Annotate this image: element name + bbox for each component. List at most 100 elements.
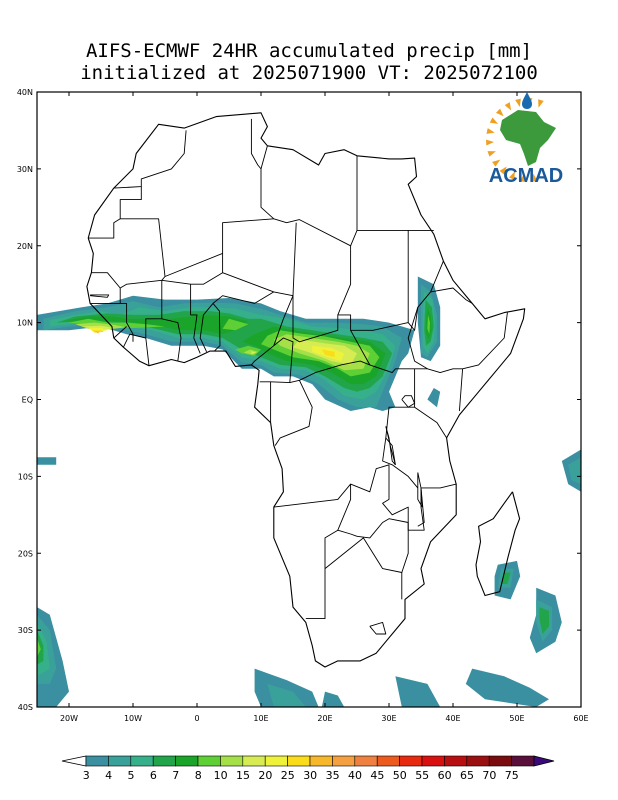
precip-area-8mm-31: [222, 318, 249, 331]
country-border-28: [190, 284, 201, 354]
colorbar-swatch-5: [130, 755, 154, 767]
lake-outline-1: [385, 426, 396, 466]
colorbar-label: 60: [438, 769, 452, 782]
country-border-22: [274, 380, 313, 446]
colorbar-label: 20: [258, 769, 272, 782]
colorbar-swatch-30: [309, 755, 333, 767]
country-border-29: [161, 280, 182, 362]
lon-tick-label: 20W: [60, 714, 78, 723]
logo-ray: [531, 173, 538, 182]
country-border-16: [462, 312, 508, 370]
country-border-0: [113, 130, 187, 189]
colorbar-label: 50: [393, 769, 407, 782]
precip-area-10mm-38: [243, 349, 258, 355]
colorbar-below-arrow: [61, 755, 87, 767]
country-border-24: [251, 337, 294, 383]
precip-area-30mm-46: [94, 331, 100, 334]
colorbar-label: 3: [83, 769, 90, 782]
precip-area-3mm-6: [321, 691, 345, 707]
country-border-45: [369, 621, 387, 635]
colorbar-swatch-10: [220, 755, 244, 767]
precip-area-6mm-25: [539, 607, 549, 634]
colorbar-swatch-8: [197, 755, 221, 767]
colorbar-swatch-3: [85, 755, 109, 767]
colorbar-above-arrow: [533, 755, 555, 767]
country-border-9: [222, 222, 297, 297]
country-border-39: [305, 529, 339, 620]
logo-text: ACMAD: [489, 165, 563, 187]
country-border-38: [350, 464, 409, 523]
colorbar-label: 65: [460, 769, 474, 782]
colorbar-swatch-70: [488, 755, 512, 767]
lat-tick-label: 40S: [18, 703, 33, 712]
colorbar-label: 70: [482, 769, 496, 782]
country-border-35: [122, 333, 146, 348]
logo-ray: [504, 102, 512, 111]
colorbar-swatch-20: [264, 755, 288, 767]
country-border-15: [430, 287, 473, 304]
colorbar-swatch-6: [152, 755, 176, 767]
precip-area-8mm-35: [37, 637, 41, 657]
country-border-40: [324, 537, 403, 600]
country-border-18: [382, 368, 419, 489]
lat-tick-label: 20S: [18, 549, 33, 558]
country-border-37: [273, 483, 358, 537]
colorbar-label: 15: [236, 769, 250, 782]
colorbar-swatch-4: [108, 755, 132, 767]
colorbar-label: 30: [303, 769, 317, 782]
precip-area-6mm-22: [56, 311, 393, 392]
madagascar-coastline: [475, 491, 521, 597]
lon-tick-label: 10W: [124, 714, 142, 723]
logo-ray: [492, 159, 501, 167]
lat-tick-label: 20N: [17, 242, 33, 251]
precip-area-4mm-18: [267, 683, 306, 707]
colorbar-label: 7: [172, 769, 179, 782]
colorbar-label: 10: [214, 769, 228, 782]
country-border-8: [161, 253, 224, 285]
country-border-11: [337, 314, 463, 374]
country-border-44: [421, 483, 457, 489]
logo-raindrop-icon: [522, 92, 532, 109]
acmad-logo: ACMAD: [486, 92, 563, 187]
logo-ray: [538, 99, 544, 108]
precip-area-25mm-45: [321, 349, 335, 358]
colorbar-swatch-60: [444, 755, 468, 767]
logo-ray: [520, 173, 526, 182]
colorbar-swatch-15: [242, 755, 266, 767]
country-border-42: [407, 487, 425, 531]
colorbar-label: 25: [281, 769, 295, 782]
precip-area-8mm-34: [427, 314, 430, 335]
country-border-7: [260, 145, 268, 170]
colorbar-swatch-35: [332, 755, 356, 767]
country-border-3: [164, 118, 275, 277]
logo-ray: [489, 117, 499, 124]
colorbar-swatch-65: [466, 755, 490, 767]
colorbar-swatch-40: [354, 755, 378, 767]
lat-tick-label: 30N: [17, 165, 33, 174]
colorbar-label: 4: [105, 769, 112, 782]
colorbar-label: 8: [195, 769, 202, 782]
lake-outline-0: [401, 395, 416, 408]
logo-ray: [509, 171, 515, 180]
axis-ticks: 40N 30N 20N 10N EQ 10S 20S 30S 40S 20W 10W 0 10E 20E 3…: [17, 88, 589, 723]
country-border-5: [350, 155, 358, 246]
precip-fill-layer: [37, 276, 581, 707]
precip-area-3mm-8: [465, 668, 549, 707]
lat-tick-label: EQ: [22, 396, 33, 405]
logo-ray: [486, 139, 495, 146]
logo-ray: [486, 128, 495, 134]
colorbar-swatch-75: [511, 755, 535, 767]
country-border-30: [145, 318, 162, 366]
colorbar-label: 75: [505, 769, 519, 782]
logo-ray: [515, 98, 521, 107]
country-border-17: [458, 368, 464, 412]
country-border-34: [113, 326, 127, 339]
colorbar-label: 45: [370, 769, 384, 782]
lon-tick-label: 0: [194, 714, 199, 723]
precip-area-6mm-24: [37, 630, 44, 665]
logo-ray: [495, 108, 504, 117]
colorbar-label: 40: [348, 769, 362, 782]
country-border-27: [212, 303, 221, 352]
precip-area-3mm-3: [37, 457, 57, 465]
